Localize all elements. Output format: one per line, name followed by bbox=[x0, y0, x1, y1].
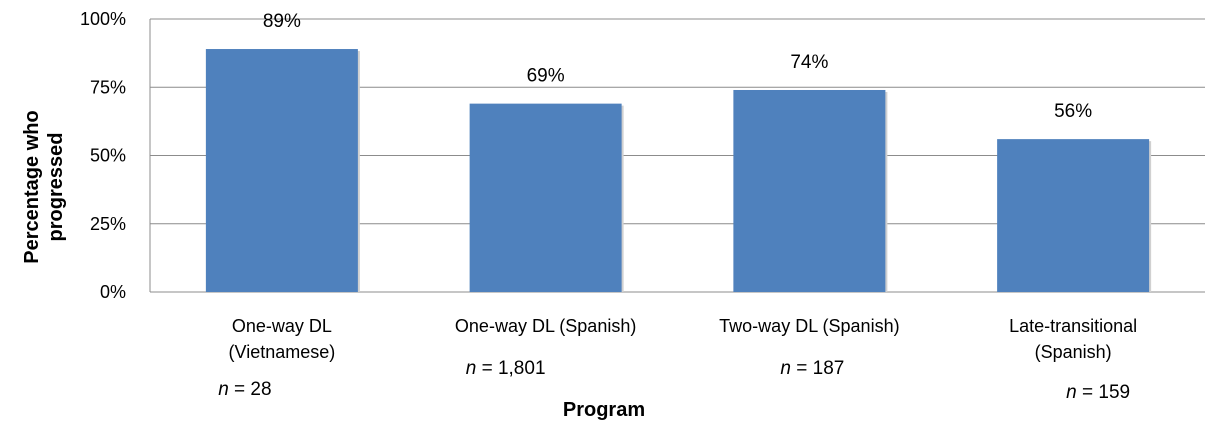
data-label: 74% bbox=[790, 52, 828, 73]
y-axis-title: Percentage who progressed bbox=[21, 110, 67, 263]
y-tick-label: 0% bbox=[100, 282, 126, 302]
sample-size-label: n = 159 bbox=[1066, 382, 1130, 403]
y-tick-label: 100% bbox=[80, 9, 126, 29]
bar bbox=[997, 139, 1150, 292]
y-tick-label: 25% bbox=[90, 214, 126, 234]
y-axis-title-line-2: progressed bbox=[45, 133, 67, 242]
bars bbox=[205, 49, 1152, 292]
x-category-label: Two-way DL (Spanish) bbox=[719, 316, 899, 336]
sample-size-label: n = 28 bbox=[218, 379, 271, 400]
data-label: 56% bbox=[1054, 101, 1092, 122]
data-labels: 89% 69% 74% 56% bbox=[263, 11, 1092, 122]
sample-size-label: n = 187 bbox=[780, 358, 844, 379]
x-axis-category-labels: One-way DL (Vietnamese) One-way DL (Spanis… bbox=[229, 316, 1138, 362]
x-axis-title: Program bbox=[563, 399, 645, 421]
bar bbox=[205, 49, 358, 292]
x-category-label: One-way DL (Spanish) bbox=[455, 316, 636, 336]
sample-size-label: n = 1,801 bbox=[466, 358, 546, 379]
x-category-label: (Vietnamese) bbox=[229, 342, 336, 362]
x-category-label: One-way DL bbox=[232, 316, 332, 336]
y-tick-label: 50% bbox=[90, 146, 126, 166]
x-category-label: Late-transitional bbox=[1009, 316, 1137, 336]
x-category-label: (Spanish) bbox=[1035, 342, 1112, 362]
y-axis-title-line-1: Percentage who bbox=[21, 110, 43, 263]
y-tick-label: 75% bbox=[90, 77, 126, 97]
bar bbox=[733, 89, 886, 292]
y-axis-tick-labels: 0% 25% 50% 75% 100% bbox=[80, 9, 126, 302]
data-label: 69% bbox=[527, 66, 565, 87]
sample-size-labels: n = 28 n = 1,801 n = 187 n = 159 bbox=[218, 358, 1130, 403]
data-label: 89% bbox=[263, 11, 301, 32]
bar bbox=[469, 103, 622, 292]
